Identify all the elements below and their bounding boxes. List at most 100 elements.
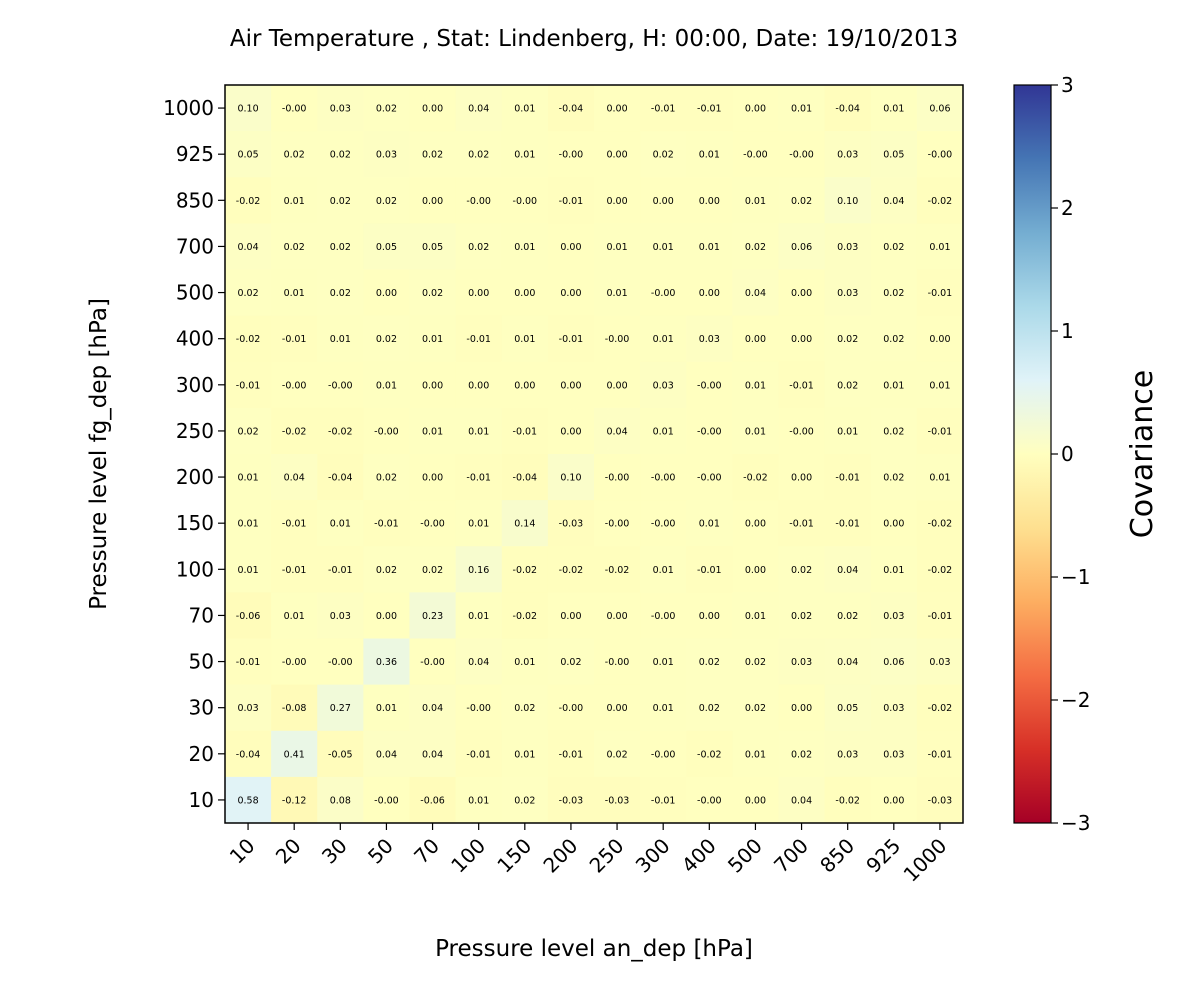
heatmap-cell: [594, 730, 641, 778]
heatmap-cell: [732, 500, 779, 547]
heatmap-cell: [547, 85, 595, 132]
cell-value-label: -0.03: [559, 795, 584, 806]
heatmap-cell: [455, 546, 503, 593]
cell-value-label: -0.02: [513, 565, 538, 576]
heatmap-cell: [824, 85, 872, 132]
cell-value-label: 0.02: [791, 611, 812, 622]
cell-value-label: 0.04: [837, 565, 858, 576]
cell-value-label: 0.01: [699, 519, 720, 530]
cell-value-label: 0.01: [606, 242, 627, 253]
cell-value-label: -0.04: [236, 749, 261, 760]
cell-value-label: 0.00: [791, 334, 812, 345]
y-tick-label: 500: [176, 281, 214, 305]
x-axis-label: Pressure level an_dep [hPa]: [435, 936, 753, 962]
cell-value-label: -0.00: [466, 703, 491, 714]
cell-value-label: 0.05: [422, 242, 443, 253]
heatmap-cell: [732, 407, 779, 455]
heatmap-cell: [547, 177, 595, 224]
cell-value-label: 0.36: [376, 657, 397, 668]
cell-value-label: 0.02: [468, 242, 489, 253]
cell-value-label: -0.02: [928, 519, 953, 530]
colorbar-ticks: 3 2 1 0 −1 −2 −3: [1051, 73, 1090, 835]
heatmap-cell: [870, 638, 918, 686]
cell-value-label: 0.00: [699, 611, 720, 622]
heatmap-cell: [317, 315, 364, 363]
cell-value-label: 0.02: [237, 288, 258, 299]
cell-value-label: 0.02: [560, 657, 581, 668]
cell-value-label: 0.04: [422, 703, 443, 714]
cell-value-label: -0.00: [466, 196, 491, 207]
cell-value-label: -0.00: [697, 473, 722, 484]
heatmap-cell: [501, 361, 549, 409]
cell-value-label: 0.00: [791, 473, 812, 484]
cell-value-label: -0.01: [789, 519, 814, 530]
cell-value-label: 0.03: [883, 749, 904, 760]
heatmap-cell: [824, 269, 872, 317]
cell-value-label: -0.00: [374, 426, 399, 437]
cell-value-label: -0.00: [789, 426, 814, 437]
heatmap-cell: [317, 776, 364, 824]
heatmap-cell: [455, 684, 503, 732]
cell-value-label: 0.04: [237, 242, 258, 253]
cell-value-label: -0.02: [605, 565, 630, 576]
cell-value-label: 0.04: [468, 104, 489, 115]
heatmap-cell: [916, 361, 964, 409]
cell-value-label: -0.01: [928, 426, 953, 437]
cell-value-label: 0.58: [237, 795, 258, 806]
cell-value-label: 0.03: [791, 657, 812, 668]
heatmap-cell: [870, 85, 918, 132]
cell-value-label: -0.06: [236, 611, 261, 622]
cell-value-label: 0.16: [468, 565, 489, 576]
cell-value-label: -0.01: [928, 288, 953, 299]
heatmap-cell: [594, 776, 641, 824]
y-tick-label: 70: [189, 603, 214, 627]
heatmap-cell: [824, 546, 872, 593]
cell-value-label: 0.01: [791, 104, 812, 115]
cell-value-label: -0.02: [928, 703, 953, 714]
heatmap-cell: [640, 177, 687, 224]
colorbar: [1013, 84, 1052, 824]
heatmap-cell: [594, 315, 641, 363]
heatmap-cell: [409, 131, 457, 178]
heatmap-cell: [547, 684, 595, 732]
cell-value-label: -0.05: [328, 749, 353, 760]
heatmap-cell: [271, 684, 318, 732]
heatmap-cell: [225, 269, 272, 317]
cell-value-label: -0.01: [559, 334, 584, 345]
cell-value-label: 0.02: [284, 150, 305, 161]
heatmap-cell: [916, 730, 964, 778]
heatmap-cell: [686, 500, 733, 547]
heatmap-cell: [778, 85, 826, 132]
cell-value-label: 0.02: [883, 288, 904, 299]
heatmap-cell: [271, 269, 318, 317]
heatmap-cell: [547, 269, 595, 317]
cell-value-label: -0.02: [236, 334, 261, 345]
cell-value-label: -0.01: [236, 380, 261, 391]
heatmap-cell: [363, 131, 410, 178]
cell-value-label: 0.00: [514, 288, 535, 299]
cell-value-label: 0.01: [284, 196, 305, 207]
heatmap-cell: [501, 131, 549, 178]
cell-value-label: 0.01: [284, 611, 305, 622]
cell-value-label: 0.02: [284, 242, 305, 253]
cell-value-label: -0.00: [651, 749, 676, 760]
cell-value-label: 0.00: [560, 242, 581, 253]
cell-value-label: 0.01: [468, 426, 489, 437]
heatmap-cell: [640, 223, 687, 270]
heatmap-cell: [271, 546, 318, 593]
heatmap-cell: [225, 730, 272, 778]
cell-value-label: 0.00: [606, 611, 627, 622]
heatmap-cell: [640, 269, 687, 317]
heatmap-cell: [363, 500, 410, 547]
heatmap-cell: [686, 223, 733, 270]
cell-value-label: 0.02: [745, 242, 766, 253]
y-axis-ticks: 1000 925 850 700 500 400 300 250 200 150 100 70 50 30…: [163, 96, 225, 812]
cell-value-label: 0.01: [284, 288, 305, 299]
cell-value-label: 0.01: [745, 380, 766, 391]
heatmap-cell: [225, 85, 272, 132]
colorbar-tick-label: −3: [1061, 811, 1090, 835]
cell-value-label: 0.03: [929, 657, 950, 668]
heatmap-cell: [547, 454, 595, 501]
heatmap-cell: [824, 223, 872, 270]
cell-value-label: 0.01: [468, 519, 489, 530]
